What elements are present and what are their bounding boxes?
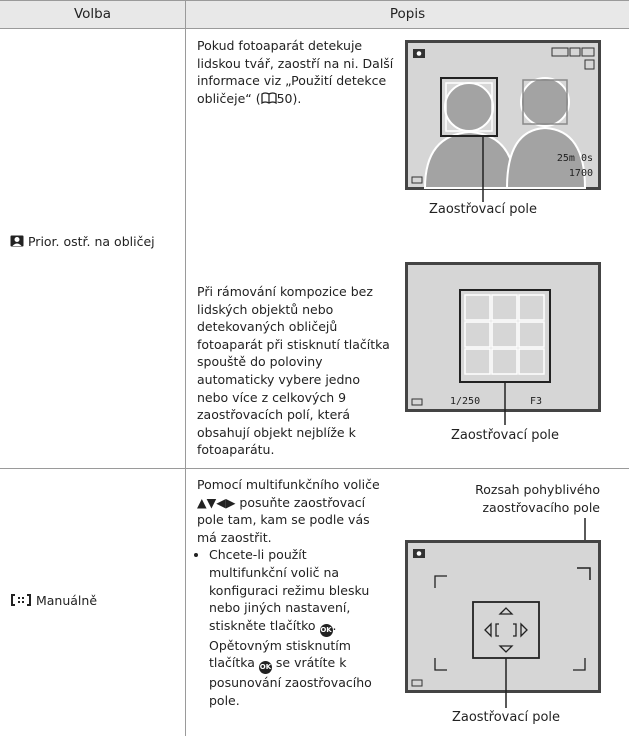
rule bbox=[185, 0, 186, 736]
bullet-list: Chcete-li použít multifunkční volič na k… bbox=[197, 546, 387, 709]
readout: 1/250 bbox=[450, 396, 480, 407]
header-cell: Popis bbox=[186, 0, 629, 28]
text: Pokud fotoaparát detekuje lidskou tvář, … bbox=[197, 38, 394, 106]
option-label: Prior. ostř. na obličej bbox=[27, 234, 155, 249]
option: Manuálně bbox=[10, 592, 180, 610]
description: Při rámování kompozice bez lidských obje… bbox=[197, 284, 390, 458]
caption: Zaostřovací pole bbox=[428, 202, 538, 217]
screen-grid: 1/250 F3 bbox=[405, 262, 601, 425]
description: Pomocí multifunkčního voliče ▲▼◀▶ posuňt… bbox=[197, 476, 387, 710]
book-icon bbox=[260, 92, 277, 104]
bullet: Chcete-li použít multifunkční volič na k… bbox=[209, 546, 387, 709]
text: Chcete-li použít multifunkční volič na k… bbox=[209, 547, 370, 633]
readout: F3 bbox=[530, 396, 542, 407]
manual-icon bbox=[11, 594, 31, 606]
text: Pomocí multifunkčního voliče ▲▼◀▶ posuňt… bbox=[197, 477, 380, 545]
option-label: Manuálně bbox=[35, 593, 98, 608]
rule bbox=[0, 28, 629, 29]
text: . Opětovným stisknutím tlačítka bbox=[209, 617, 351, 671]
screen-manual bbox=[405, 518, 601, 708]
ok-icon: OK bbox=[258, 661, 272, 675]
description: Pokud fotoaparát detekuje lidskou tvář, … bbox=[197, 37, 402, 107]
face-icon bbox=[10, 235, 24, 247]
readout: 25m 0s bbox=[557, 153, 593, 164]
header-cell: Volba bbox=[0, 0, 185, 28]
caption: Zaostřovací pole bbox=[451, 710, 561, 725]
screen-face: 25m 0s 1700 bbox=[405, 40, 601, 202]
rule bbox=[0, 0, 629, 1]
range-label: Rozsah pohyblivého zaostřovacího pole bbox=[475, 482, 600, 515]
rule bbox=[0, 468, 629, 469]
text: ). bbox=[292, 90, 302, 106]
ok-icon: OK bbox=[319, 623, 333, 637]
option: Prior. ostř. na obličej bbox=[10, 233, 180, 251]
readout: 1700 bbox=[569, 168, 593, 179]
text: se vrátíte k posunování zaostřovacího po… bbox=[209, 655, 372, 708]
page-ref: 50 bbox=[276, 90, 293, 106]
caption: Zaostřovací pole bbox=[450, 428, 560, 443]
